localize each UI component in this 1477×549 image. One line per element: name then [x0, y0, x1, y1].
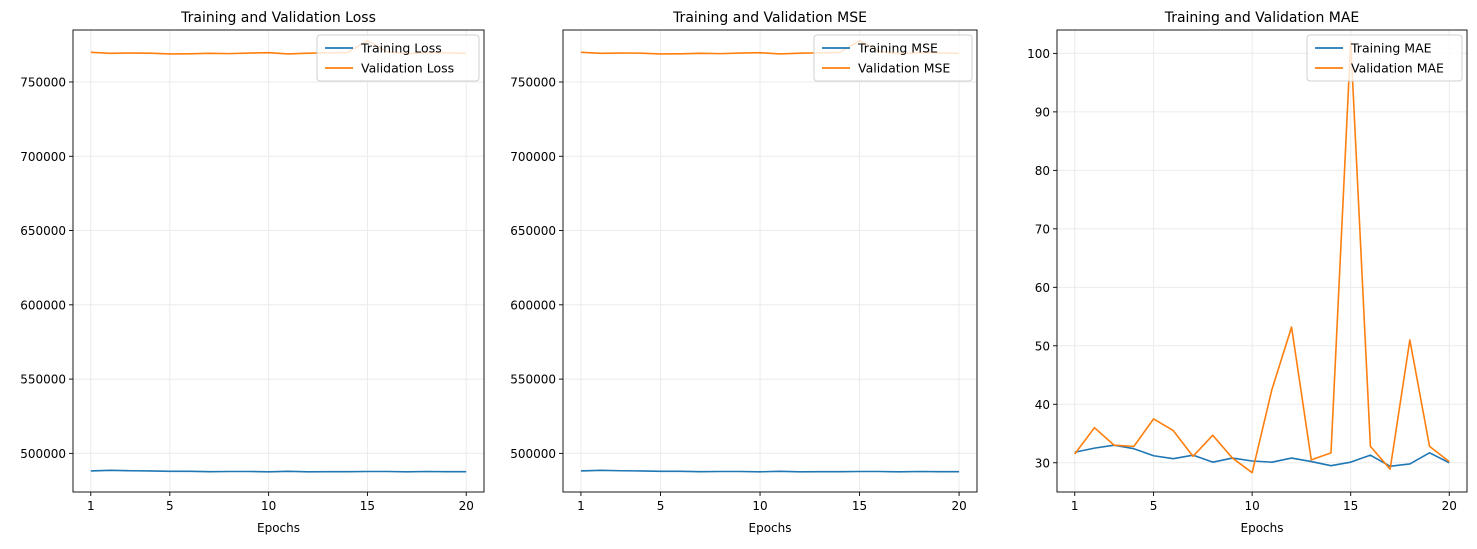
y-tick-label: 700000	[20, 150, 66, 164]
legend-label: Validation Loss	[361, 61, 454, 76]
y-tick-label: 650000	[20, 224, 66, 238]
axes-frame	[562, 29, 978, 493]
x-tick-label: 20	[951, 499, 966, 513]
x-tick-label: 1	[577, 499, 585, 513]
x-tick-label: 1	[1071, 499, 1079, 513]
x-tick-label: 10	[1245, 499, 1260, 513]
legend: Training MAE Validation MAE	[1306, 34, 1463, 82]
axes-frame	[1056, 29, 1468, 493]
chart-title: Training and Validation Loss	[180, 10, 376, 26]
series-line-training	[580, 469, 960, 473]
x-tick-label: 1	[87, 499, 95, 513]
x-tick-label: 15	[360, 499, 375, 513]
series-line-training	[90, 469, 467, 473]
axes-frame	[72, 29, 485, 493]
mse-chart-panel: Training and Validation MSE Epochs 1 5 10 1…	[510, 10, 978, 535]
y-tick-label: 500000	[510, 447, 556, 461]
y-tick-label: 60	[1035, 281, 1050, 295]
legend: Training MSE Validation MSE	[813, 34, 973, 82]
x-axis-label: Epochs	[1241, 521, 1284, 535]
y-tick-label: 650000	[510, 224, 556, 238]
legend-box	[316, 34, 480, 82]
x-tick-label: 20	[1442, 499, 1457, 513]
x-tick-label: 10	[752, 499, 767, 513]
grid-lines	[1057, 30, 1467, 492]
legend-label: Training MAE	[1350, 41, 1432, 56]
x-tick-label: 15	[1343, 499, 1358, 513]
y-tick-label: 550000	[510, 373, 556, 387]
y-tick-label: 70	[1035, 222, 1050, 236]
y-tick-label: 100	[1027, 47, 1050, 61]
y-tick-label: 500000	[20, 447, 66, 461]
x-tick-label: 20	[459, 499, 474, 513]
y-tick-label: 750000	[510, 75, 556, 89]
x-axis-label: Epochs	[257, 521, 300, 535]
y-tick-label: 30	[1035, 456, 1050, 470]
x-axis-label: Epochs	[749, 521, 792, 535]
y-tick-label: 600000	[510, 298, 556, 312]
y-tick-label: 750000	[20, 75, 66, 89]
grid-lines	[73, 30, 484, 492]
series-line-validation	[1074, 40, 1450, 474]
x-tick-label: 5	[1150, 499, 1158, 513]
legend-label: Validation MSE	[858, 61, 950, 76]
y-tick-label: 90	[1035, 105, 1050, 119]
legend: Training Loss Validation Loss	[316, 34, 480, 82]
x-tick-label: 5	[657, 499, 665, 513]
legend-label: Validation MAE	[1351, 61, 1444, 76]
legend-box	[813, 34, 973, 82]
y-tick-label: 80	[1035, 164, 1050, 178]
y-tick-label: 700000	[510, 150, 556, 164]
x-tick-label: 15	[852, 499, 867, 513]
grid-lines	[563, 30, 977, 492]
legend-label: Training MSE	[857, 41, 938, 56]
legend-box	[1306, 34, 1463, 82]
chart-title: Training and Validation MAE	[1164, 10, 1360, 26]
legend-label: Training Loss	[360, 41, 442, 56]
y-tick-label: 600000	[20, 298, 66, 312]
loss-chart-panel: Training and Validation Loss Epochs 1 5 10…	[20, 10, 485, 535]
mae-chart-panel: Training and Validation MAE Epochs 1 5 10 1…	[1027, 10, 1468, 535]
x-tick-label: 10	[261, 499, 276, 513]
chart-title: Training and Validation MSE	[672, 10, 867, 26]
y-tick-label: 40	[1035, 398, 1050, 412]
y-tick-label: 550000	[20, 373, 66, 387]
y-tick-label: 50	[1035, 339, 1050, 353]
x-tick-label: 5	[166, 499, 174, 513]
